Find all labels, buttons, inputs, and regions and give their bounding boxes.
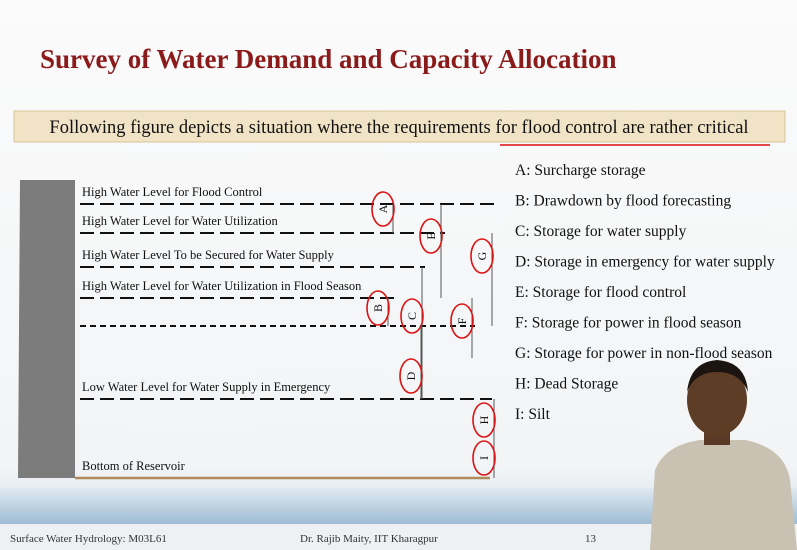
page: Survey of Water Demand and Capacity Allo…	[0, 0, 797, 550]
dam	[18, 180, 75, 478]
legend-item: G: Storage for power in non-flood season	[515, 345, 773, 362]
legend-item: I: Silt	[515, 406, 551, 423]
legend-item: E: Storage for flood control	[515, 284, 686, 301]
banner-text: Following figure depicts a situation whe…	[49, 118, 748, 138]
level-label: High Water Level for Water Utilization i…	[82, 279, 362, 293]
legend-item: H: Dead Storage	[515, 376, 618, 393]
footer-author: Dr. Rajib Maity, IIT Kharagpur	[300, 533, 438, 545]
zone-label: D	[404, 371, 418, 380]
presenter-body	[650, 440, 797, 550]
footer-course: Surface Water Hydrology: M03L61	[10, 533, 167, 545]
title: Survey of Water Demand and Capacity Allo…	[40, 44, 617, 74]
legend-item: D: Storage in emergency for water supply	[515, 254, 775, 271]
zone-label: A	[376, 204, 390, 213]
zone-label: B	[371, 304, 385, 312]
footer-page: 13	[585, 533, 597, 545]
level-label: High Water Level To be Secured for Water…	[82, 248, 335, 262]
zone-label: E	[424, 232, 438, 239]
zone-label: F	[455, 317, 469, 324]
level-label: Bottom of Reservoir	[82, 459, 186, 473]
legend-item: B: Drawdown by flood forecasting	[515, 193, 731, 210]
zone-label: H	[477, 415, 491, 424]
zone-label: I	[477, 456, 491, 460]
zone-label: C	[405, 312, 419, 320]
level-label: High Water Level for Flood Control	[82, 185, 263, 199]
legend-item: C: Storage for water supply	[515, 223, 687, 240]
level-label: High Water Level for Water Utilization	[82, 214, 278, 228]
level-label: Low Water Level for Water Supply in Emer…	[82, 380, 331, 394]
zone-label: G	[475, 251, 489, 260]
slide: Survey of Water Demand and Capacity Allo…	[0, 0, 797, 550]
legend-item: A: Surcharge storage	[515, 162, 646, 179]
legend-item: F: Storage for power in flood season	[515, 315, 742, 332]
